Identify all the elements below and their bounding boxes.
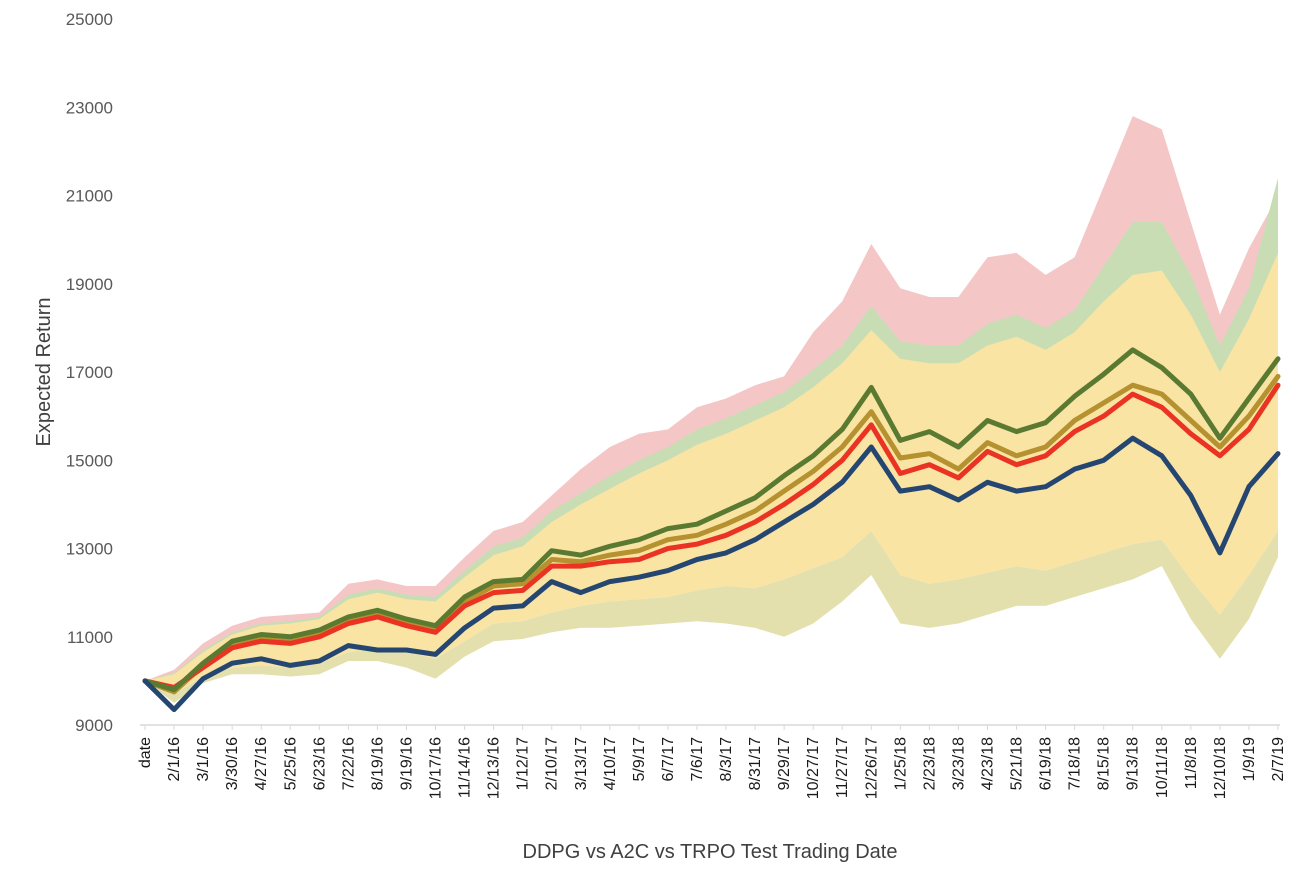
x-tick-label: date <box>137 737 154 768</box>
x-tick-label: 6/7/17 <box>660 737 677 782</box>
x-tick-label: 8/31/17 <box>747 737 764 790</box>
band-area-3 <box>145 252 1278 695</box>
y-tick-label: 13000 <box>66 540 113 559</box>
y-tick-label: 9000 <box>75 716 113 735</box>
band-area-4 <box>145 530 1278 703</box>
x-tick-label: 6/19/18 <box>1038 737 1055 790</box>
x-tick-label: 5/25/16 <box>282 737 299 790</box>
y-tick-label: 15000 <box>66 451 113 470</box>
x-tick-label: 4/27/16 <box>253 737 270 790</box>
x-tick-label: 7/18/18 <box>1067 737 1084 790</box>
y-tick-label: 25000 <box>66 10 113 29</box>
x-tick-label: 5/21/18 <box>1009 737 1026 790</box>
x-axis-ticks: date 2/1/16 3/1/16 3/30/16 4/27/16 5/25/16 6/2… <box>137 725 1287 799</box>
x-tick-label: 1/12/17 <box>515 737 532 790</box>
x-tick-label: 10/11/18 <box>1154 737 1171 798</box>
x-axis-title: DDPG vs A2C vs TRPO Test Trading Date <box>523 841 898 863</box>
x-tick-label: 4/23/18 <box>980 737 997 790</box>
x-tick-label: 9/13/18 <box>1125 737 1142 790</box>
x-tick-label: 9/19/16 <box>399 737 416 790</box>
x-tick-label: 7/6/17 <box>689 737 706 782</box>
x-tick-label: 1/25/18 <box>892 737 909 790</box>
x-tick-label: 3/13/17 <box>573 737 590 790</box>
x-tick-label: 2/23/18 <box>921 737 938 790</box>
band-area-2 <box>145 177 1278 690</box>
x-tick-label: 8/3/17 <box>718 737 735 782</box>
x-tick-label: 12/26/17 <box>863 737 880 799</box>
x-tick-label: 10/17/16 <box>428 737 445 799</box>
x-tick-label: 6/23/16 <box>311 737 328 790</box>
x-tick-label: 3/23/18 <box>950 737 967 790</box>
y-tick-label: 19000 <box>66 275 113 294</box>
x-tick-label: 2/1/16 <box>166 737 183 782</box>
x-tick-label: 12/10/18 <box>1212 737 1229 799</box>
series-line-3 <box>142 347 1281 693</box>
x-tick-label: 5/9/17 <box>631 737 648 782</box>
y-axis-title: Expected Return <box>33 298 55 447</box>
x-tick-label: 12/13/16 <box>486 737 503 799</box>
x-tick-label: 7/22/16 <box>340 737 357 790</box>
x-tick-label: 11/27/17 <box>834 737 851 798</box>
series-line-4 <box>142 435 1281 713</box>
y-tick-label: 17000 <box>66 363 113 382</box>
y-tick-label: 21000 <box>66 187 113 206</box>
y-axis-ticks: 9000 11000 13000 15000 17000 19000 21000 23000 2… <box>66 10 113 735</box>
x-tick-label: 8/15/18 <box>1096 737 1113 790</box>
x-tick-label: 10/27/17 <box>805 737 822 799</box>
x-tick-label: 2/7/19 <box>1270 737 1287 782</box>
x-tick-label: 8/19/16 <box>369 737 386 790</box>
y-tick-label: 23000 <box>66 98 113 117</box>
x-tick-label: 2/10/17 <box>544 737 561 790</box>
x-tick-label: 11/8/18 <box>1183 737 1200 789</box>
x-tick-label: 11/14/16 <box>457 737 474 798</box>
return-series <box>142 347 1281 713</box>
x-tick-label: 4/10/17 <box>602 737 619 790</box>
x-tick-label: 3/1/16 <box>195 737 212 782</box>
x-tick-label: 9/29/17 <box>776 737 793 790</box>
band-area-1 <box>145 116 1278 688</box>
confidence-bands <box>145 116 1278 703</box>
x-tick-label: 3/30/16 <box>224 737 241 790</box>
series-line-2 <box>142 382 1281 690</box>
y-tick-label: 11000 <box>67 628 113 647</box>
x-tick-label: 1/9/19 <box>1241 737 1258 782</box>
